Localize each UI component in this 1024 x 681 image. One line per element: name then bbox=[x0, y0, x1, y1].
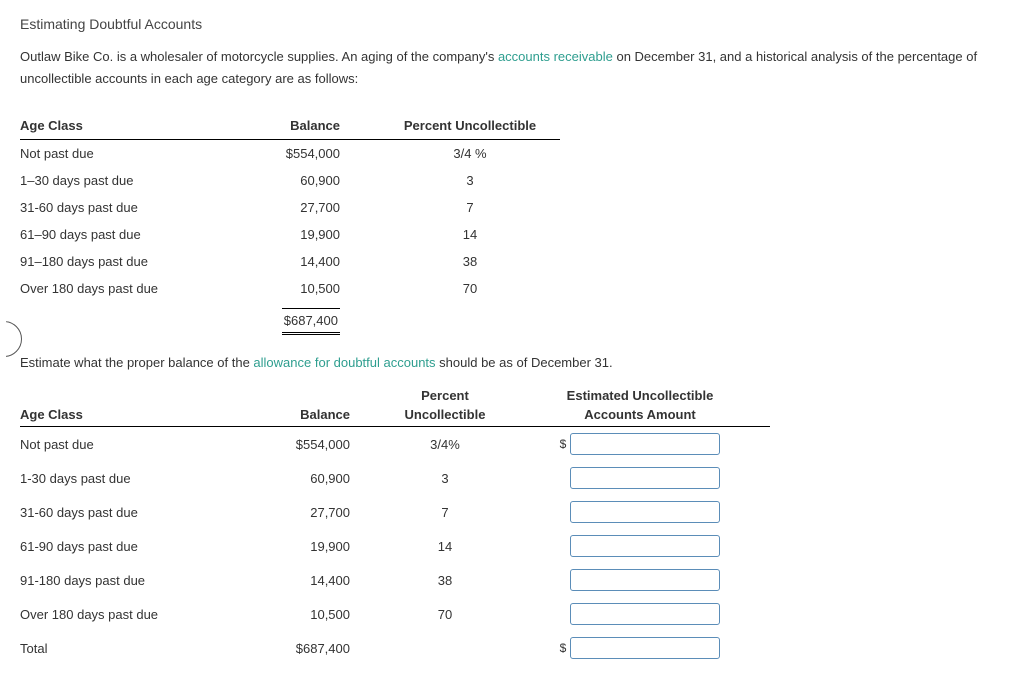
aging-row: 31-60 days past due27,7007 bbox=[20, 194, 560, 221]
cell-pct: 3/4 % bbox=[380, 140, 560, 168]
problem-intro: Outlaw Bike Co. is a wholesaler of motor… bbox=[20, 46, 1004, 90]
cell-age: Not past due bbox=[20, 140, 250, 168]
cell2-pct: 7 bbox=[380, 495, 510, 529]
cell-pct: 38 bbox=[380, 248, 560, 275]
th-pct: Percent Uncollectible bbox=[380, 112, 560, 140]
amount-input[interactable] bbox=[570, 433, 720, 455]
cell-balance: $554,000 bbox=[250, 140, 380, 168]
page-title: Estimating Doubtful Accounts bbox=[20, 16, 1004, 32]
th2-est-bot: Accounts Amount bbox=[510, 403, 770, 427]
cell2-balance: 10,500 bbox=[240, 597, 380, 631]
total-dollar-sign: $ bbox=[560, 641, 567, 655]
cell-pct: 7 bbox=[380, 194, 560, 221]
calc-row: 1-30 days past due60,9003$ bbox=[20, 461, 770, 495]
dollar-sign: $ bbox=[560, 437, 567, 451]
instruction-text: Estimate what the proper balance of the … bbox=[20, 355, 1004, 370]
amount-input[interactable] bbox=[570, 501, 720, 523]
aging-row: 91–180 days past due14,40038 bbox=[20, 248, 560, 275]
cell2-balance: 27,700 bbox=[240, 495, 380, 529]
cell-pct: 3 bbox=[380, 167, 560, 194]
cell-balance: 60,900 bbox=[250, 167, 380, 194]
calc-row: 91-180 days past due14,40038$ bbox=[20, 563, 770, 597]
cell2-age: 31-60 days past due bbox=[20, 495, 240, 529]
amount-input[interactable] bbox=[570, 467, 720, 489]
cell-age: Over 180 days past due bbox=[20, 275, 250, 302]
cell-balance: 19,900 bbox=[250, 221, 380, 248]
amount-input[interactable] bbox=[570, 603, 720, 625]
cell-age: 91–180 days past due bbox=[20, 248, 250, 275]
cell2-age: 1-30 days past due bbox=[20, 461, 240, 495]
cell-age: 61–90 days past due bbox=[20, 221, 250, 248]
cell2-pct: 70 bbox=[380, 597, 510, 631]
cell2-balance: $554,000 bbox=[240, 427, 380, 462]
th-age: Age Class bbox=[20, 112, 250, 140]
calc-row: Not past due$554,0003/4% $ bbox=[20, 427, 770, 462]
cell-balance: 10,500 bbox=[250, 275, 380, 302]
th2-age: Age Class bbox=[20, 384, 240, 427]
aging-row: 61–90 days past due19,90014 bbox=[20, 221, 560, 248]
amount-input[interactable] bbox=[570, 569, 720, 591]
aging-total: $687,400 bbox=[282, 308, 340, 335]
instruction-pre: Estimate what the proper balance of the bbox=[20, 355, 253, 370]
instruction-post: should be as of December 31. bbox=[436, 355, 613, 370]
cell-balance: 27,700 bbox=[250, 194, 380, 221]
aging-row: 1–30 days past due60,9003 bbox=[20, 167, 560, 194]
cell-balance: 14,400 bbox=[250, 248, 380, 275]
cell2-age: Over 180 days past due bbox=[20, 597, 240, 631]
cell2-pct: 14 bbox=[380, 529, 510, 563]
intro-pre: Outlaw Bike Co. is a wholesaler of motor… bbox=[20, 49, 498, 64]
calc-row: Over 180 days past due10,50070$ bbox=[20, 597, 770, 631]
cell2-balance: 19,900 bbox=[240, 529, 380, 563]
th2-pct-top: Percent bbox=[380, 384, 510, 403]
total-label: Total bbox=[20, 631, 240, 665]
amount-input[interactable] bbox=[570, 535, 720, 557]
cell-pct: 70 bbox=[380, 275, 560, 302]
cell2-pct: 3 bbox=[380, 461, 510, 495]
cell-age: 1–30 days past due bbox=[20, 167, 250, 194]
calc-row: 61-90 days past due19,90014$ bbox=[20, 529, 770, 563]
edge-arc-decoration bbox=[0, 321, 22, 357]
cell2-age: Not past due bbox=[20, 427, 240, 462]
total-amount-input[interactable] bbox=[570, 637, 720, 659]
total-balance: $687,400 bbox=[240, 631, 380, 665]
aging-row: Over 180 days past due10,50070 bbox=[20, 275, 560, 302]
cell2-age: 61-90 days past due bbox=[20, 529, 240, 563]
aging-table: Age Class Balance Percent Uncollectible … bbox=[20, 112, 560, 341]
calc-row: 31-60 days past due27,7007$ bbox=[20, 495, 770, 529]
aging-row: Not past due$554,0003/4 % bbox=[20, 140, 560, 168]
th2-balance: Balance bbox=[240, 384, 380, 427]
th-balance: Balance bbox=[250, 112, 380, 140]
th2-pct-bot: Uncollectible bbox=[380, 403, 510, 427]
accounts-receivable-link[interactable]: accounts receivable bbox=[498, 49, 613, 64]
cell2-balance: 14,400 bbox=[240, 563, 380, 597]
cell2-pct: 38 bbox=[380, 563, 510, 597]
calc-table: Age Class Balance Percent Estimated Unco… bbox=[20, 384, 770, 665]
allowance-link[interactable]: allowance for doubtful accounts bbox=[253, 355, 435, 370]
cell2-balance: 60,900 bbox=[240, 461, 380, 495]
th2-est-top: Estimated Uncollectible bbox=[510, 384, 770, 403]
cell2-pct: 3/4% bbox=[380, 427, 510, 462]
cell-pct: 14 bbox=[380, 221, 560, 248]
cell2-age: 91-180 days past due bbox=[20, 563, 240, 597]
cell-age: 31-60 days past due bbox=[20, 194, 250, 221]
